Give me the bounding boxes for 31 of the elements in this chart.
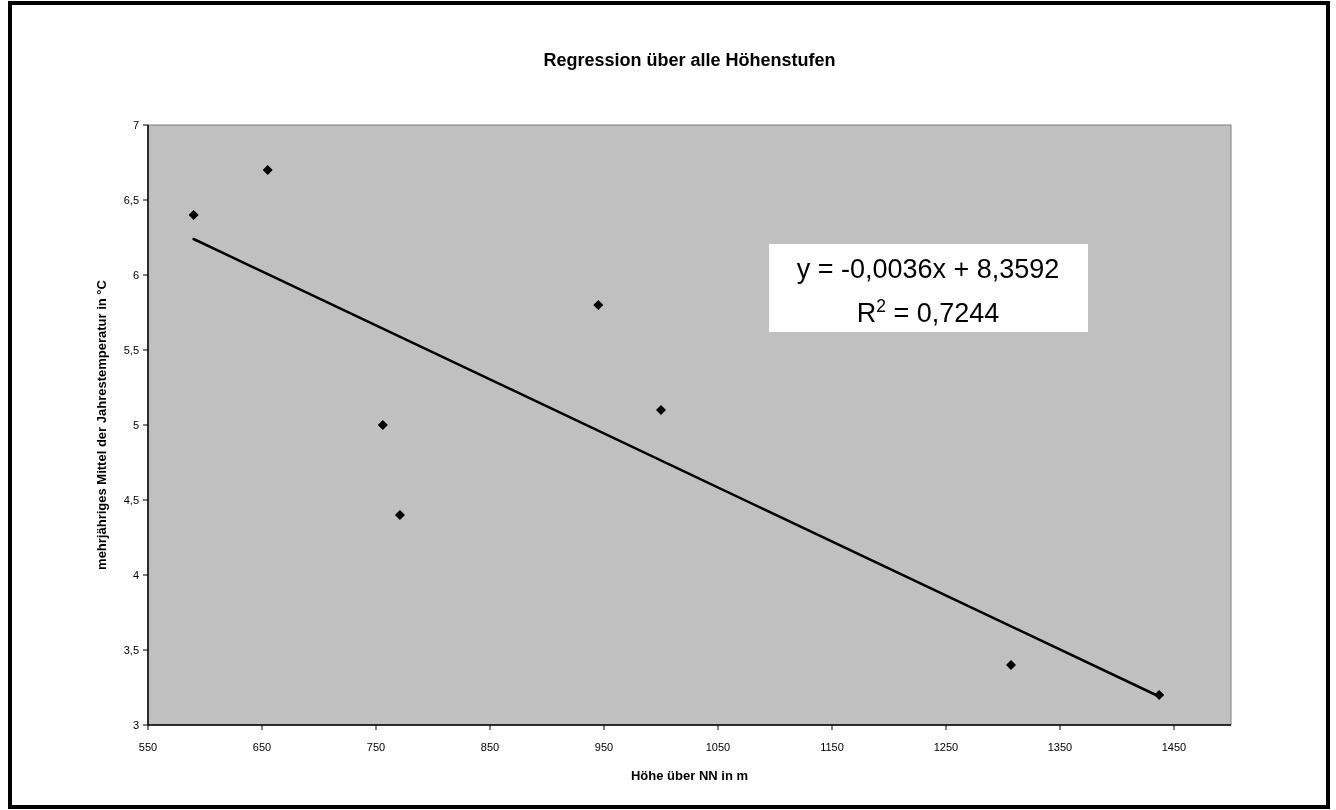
x-tick-label: 850 — [480, 741, 500, 753]
x-tick-label: 1150 — [820, 741, 844, 753]
annotation: y = -0,0036x + 8,3592 — [796, 254, 1060, 284]
point — [262, 165, 273, 175]
x-tick-label: 750 — [366, 741, 386, 753]
y-tick-label: 6 — [132, 269, 139, 281]
point — [377, 420, 388, 430]
y-tick-label: 4 — [132, 569, 139, 581]
y-tick-label: 3,5 — [123, 644, 139, 656]
y-tick-label: 5,5 — [123, 344, 139, 356]
y-tick-label: 6,5 — [123, 194, 139, 206]
y-tick-label: 5 — [132, 419, 139, 431]
chart-title: Regression über alle Höhenstufen — [543, 50, 836, 70]
x-tick-label: 950 — [594, 741, 614, 753]
x-axis-title: Höhe über NN in m — [630, 768, 749, 783]
x-tick-label: 1250 — [933, 741, 959, 753]
y-axis-title: mehrjähriges Mittel der Jahrestemperatur in °C — [94, 279, 109, 570]
x-tick-label: 550 — [138, 741, 158, 753]
x-tick-label: 650 — [252, 741, 272, 753]
annotation: R$^{2}$ = 0,7244 — [856, 296, 1000, 328]
x-tick-label: 1050 — [705, 741, 731, 753]
x-tick-label: 1350 — [1047, 741, 1073, 753]
x-tick-label: 1450 — [1161, 741, 1187, 753]
point — [188, 210, 199, 220]
y-tick-label: 4,5 — [123, 494, 139, 506]
y-tick-label: 7 — [132, 119, 139, 131]
point — [593, 300, 604, 310]
y-tick-label: 3 — [132, 719, 139, 731]
point — [394, 510, 405, 520]
point — [1005, 660, 1016, 670]
point — [656, 405, 666, 415]
